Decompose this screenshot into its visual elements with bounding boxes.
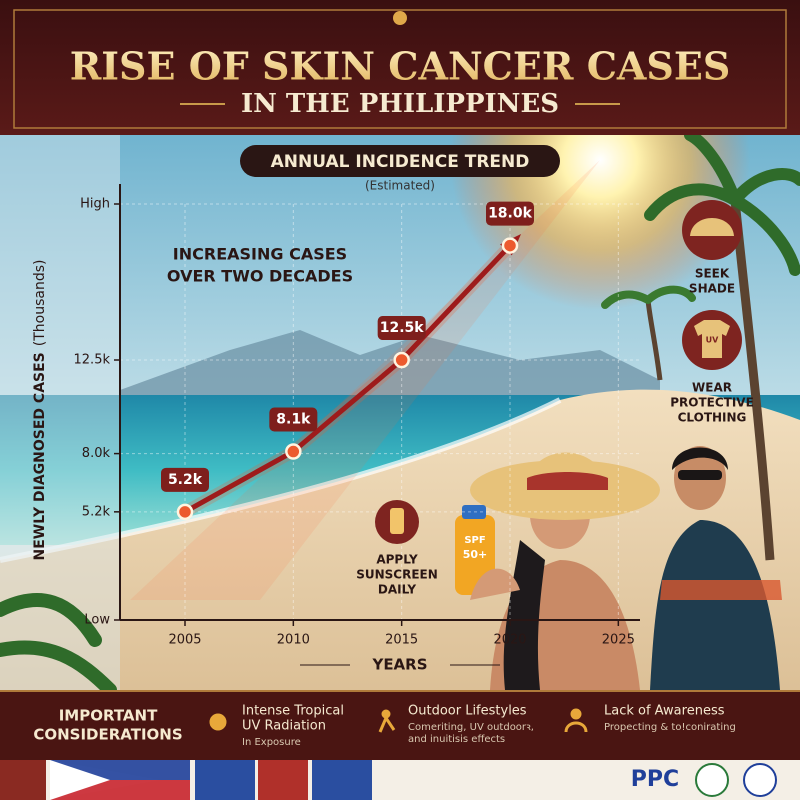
footer-patterns <box>0 760 800 800</box>
tip-text: SHADE <box>689 282 735 296</box>
y-tick-label: 8.0k <box>82 446 111 461</box>
y-tick-label: 5.2k <box>82 504 111 519</box>
line <box>183 243 512 515</box>
y-tick-label: 12.5k <box>74 353 111 368</box>
consideration-text: Propecting & to!conirating <box>604 722 736 733</box>
shirt-label: UV <box>706 336 719 345</box>
chart-title: ANNUAL INCIDENCE TREND <box>271 152 530 172</box>
tip-text: SUNSCREEN <box>356 568 438 582</box>
tip-text: PROTECTIVE <box>670 396 754 410</box>
tip-text: CLOTHING <box>678 411 747 425</box>
considerations-heading: IMPORTANT <box>59 707 158 725</box>
mountains <box>120 330 660 400</box>
point <box>501 237 519 254</box>
annotation: OVER TWO DECADES <box>167 267 353 286</box>
value-label-box <box>161 467 209 492</box>
y-axis-label-unit: (Thousands) <box>32 260 48 347</box>
annotation: INCREASING CASES <box>173 245 347 264</box>
consideration-icons <box>209 708 588 733</box>
header-frame <box>13 9 787 129</box>
point <box>285 443 302 460</box>
consideration-text: and inuitisis effects <box>408 734 505 745</box>
y-axis-label: NEWLY DIAGNOSED CASES (Thousands) <box>32 260 48 561</box>
man-illustration <box>650 446 782 690</box>
consideration-text: Comeriting, UV outdoorꝛ, <box>408 722 534 733</box>
value-label: 5.2k <box>168 472 203 488</box>
value-label-box <box>377 316 426 340</box>
y-tick-label: Low <box>84 613 110 628</box>
point <box>176 503 194 521</box>
bottle-label: SPF <box>464 535 485 546</box>
tip-text: DAILY <box>378 583 416 597</box>
x-tick-label: 2010 <box>277 633 310 648</box>
value-label: 12.5k <box>380 320 425 336</box>
consideration-title: Intense Tropical <box>242 704 344 719</box>
y-tick-label: High <box>80 197 110 212</box>
line-chart: Low 5.2k 8.0k 12.5k High 2005 2010 2015 2020 2025… <box>32 184 640 674</box>
logo: PPC <box>631 767 679 792</box>
woman-illustration <box>455 452 660 690</box>
consideration-text: In Exposure <box>242 737 301 748</box>
page-title: RISE OF SKIN CANCER CASES <box>70 44 731 89</box>
x-axis-label: YEARS <box>371 656 427 674</box>
surf <box>0 397 562 563</box>
consideration-title: Lack of Awareness <box>604 704 725 719</box>
x-tick-label: 2020 <box>493 633 526 648</box>
consideration-title: UV Radiation <box>242 719 326 734</box>
tip-shade: SEEK SHADE <box>682 200 742 296</box>
value-label: 8.1k <box>276 412 311 428</box>
considerations-heading: CONSIDERATIONS <box>33 726 182 744</box>
tip-sunscreen: APPLY SUNSCREEN DAILY <box>356 500 438 597</box>
chart-subtitle: (Estimated) <box>365 179 435 193</box>
tip-clothing: UV WEAR PROTECTIVE CLOTHING <box>670 310 754 425</box>
tip-text: APPLY <box>376 553 418 567</box>
value-label: 18.0k <box>488 206 533 222</box>
tip-text: WEAR <box>692 381 732 395</box>
x-tick-label: 2005 <box>168 633 201 648</box>
page-subtitle: IN THE PHILIPPINES <box>241 89 559 119</box>
tip-text: SEEK <box>695 267 730 281</box>
value-label-box <box>269 407 318 432</box>
x-tick-label: 2025 <box>602 633 635 648</box>
header-ornament <box>393 11 407 25</box>
chart-title-pill <box>240 145 560 177</box>
value-label-box <box>486 201 534 226</box>
considerations-band <box>0 690 800 760</box>
consideration-title: Outdoor Lifestyles <box>408 704 527 719</box>
x-tick-label: 2015 <box>385 633 418 648</box>
sun-ray <box>130 160 600 600</box>
y-axis-label-main: NEWLY DIAGNOSED CASES <box>32 352 48 560</box>
bottle-label: 50+ <box>463 548 488 561</box>
point <box>393 351 410 369</box>
